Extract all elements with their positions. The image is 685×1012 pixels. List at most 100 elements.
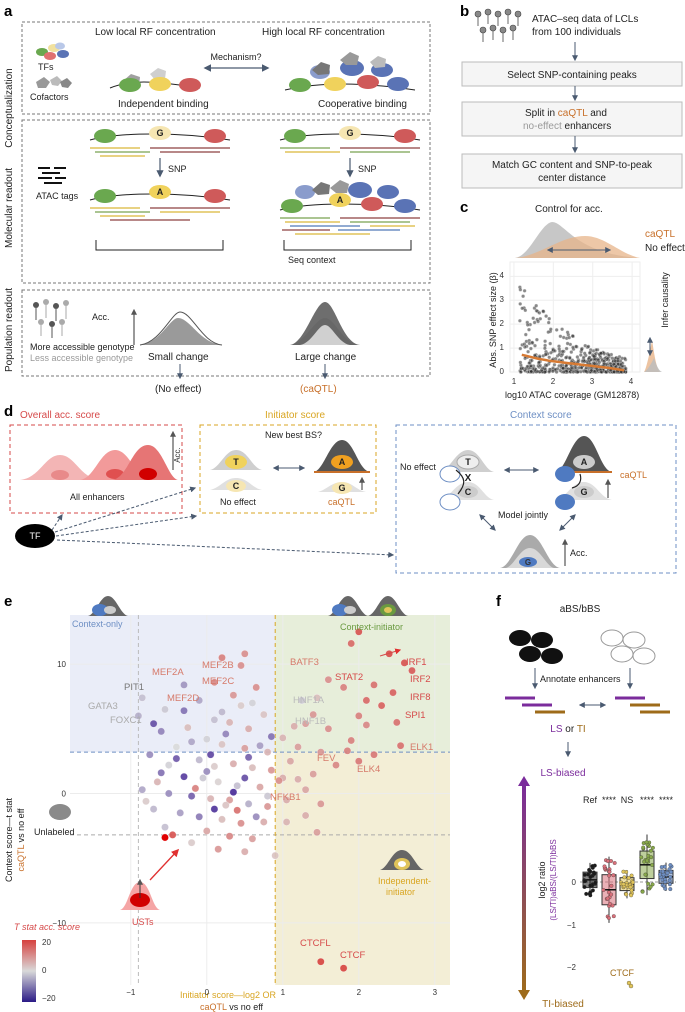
f-point-1-7 xyxy=(607,873,612,878)
ls-ti-bars-left xyxy=(505,696,565,714)
c-point-341 xyxy=(575,370,580,374)
f-ctcf-point-2 xyxy=(628,983,634,989)
e-xlabel-vs: vs no eff xyxy=(227,1002,264,1012)
annotate-label: Annotate enhancers xyxy=(540,674,621,684)
e-point-91 xyxy=(214,845,222,853)
panel-a-label: a xyxy=(4,3,13,20)
panel-b-label: b xyxy=(460,3,469,20)
legend-noeff: No effect xyxy=(645,243,685,254)
panel-f-title: aBS/bBS xyxy=(560,604,601,615)
f-point-2-15 xyxy=(622,875,627,880)
allele-a-initiator: A xyxy=(339,457,346,467)
tf-label-mef2d: MEF2D xyxy=(167,693,199,704)
context-initiator-icon xyxy=(328,596,408,616)
c-point-439 xyxy=(522,342,527,346)
f-point-2-21 xyxy=(621,882,626,887)
left-ref-allele-graphic: G xyxy=(89,126,231,157)
f-point-1-21 xyxy=(607,869,612,874)
c-point-353 xyxy=(526,349,530,354)
e-point-34 xyxy=(290,722,298,731)
tf-label-mef2a: MEF2A xyxy=(152,667,184,678)
c-point-483 xyxy=(612,369,616,374)
sig-2: NS xyxy=(621,795,634,805)
allele-g-initiator: G xyxy=(338,483,345,493)
e-point-18 xyxy=(347,736,355,745)
e-point-23 xyxy=(332,761,340,769)
e-point-102 xyxy=(256,741,264,750)
allele-t-initiator: T xyxy=(233,457,239,467)
tf-labels: MEF2A MEF2B MEF2C MEF2D PIT1 GATA3 FOXC1… xyxy=(88,657,433,961)
e-point-64 xyxy=(229,760,238,768)
c-point-417 xyxy=(537,360,541,365)
abs-mice-icon xyxy=(509,630,563,664)
c-point-393 xyxy=(541,309,546,314)
e-point-68 xyxy=(180,772,188,781)
e-point-7 xyxy=(324,675,333,684)
c-point-339 xyxy=(623,366,628,371)
c-point-326 xyxy=(552,362,557,367)
e-point-48 xyxy=(134,712,143,720)
c-point-421 xyxy=(518,360,523,365)
f-point-3-20 xyxy=(641,845,646,850)
c-point-511 xyxy=(570,334,575,338)
tf-label-pit1: PIT1 xyxy=(124,682,144,693)
e-xtick-3: 2 xyxy=(357,988,362,997)
e-point-15 xyxy=(301,719,310,728)
c-point-507 xyxy=(592,354,597,359)
e-point-73 xyxy=(138,785,146,794)
context-title: Context score xyxy=(510,410,572,421)
allele-g-acc: G xyxy=(525,558,531,567)
c-point-378 xyxy=(579,347,584,352)
c-point-381 xyxy=(560,349,565,354)
sig-1: **** xyxy=(602,795,617,805)
cbar-tick-20: 20 xyxy=(42,938,51,947)
model-arrow-left xyxy=(479,514,496,531)
side-density-noeff xyxy=(644,358,662,372)
f-point-4-24 xyxy=(663,879,668,884)
seq-context-label: Seq context xyxy=(288,255,336,265)
unlabeled-label: Unlabeled xyxy=(34,827,75,837)
e-point-63 xyxy=(210,762,219,771)
e-point-46 xyxy=(138,694,146,702)
f-point-4-19 xyxy=(668,887,673,892)
e-point-41 xyxy=(237,661,245,670)
e-point-10 xyxy=(377,701,386,710)
panel-b-title-2: from 100 individuals xyxy=(532,27,621,38)
c-point-457 xyxy=(565,341,570,346)
f-point-1-13 xyxy=(611,873,616,878)
c-point-365 xyxy=(599,351,603,356)
e-point-44 xyxy=(252,683,260,692)
e-point-11 xyxy=(355,712,363,720)
initiator-noeff-label: No effect xyxy=(220,497,256,507)
f-point-2-19 xyxy=(629,873,634,878)
e-point-112 xyxy=(195,696,203,705)
c-point-96 xyxy=(543,339,547,344)
f-point-4-14 xyxy=(667,882,672,887)
right-alt-allele-graphic: A xyxy=(279,180,421,235)
f-ylabel-1: log2 ratio xyxy=(537,861,547,898)
panel-c-xlabel: log10 ATAC coverage (GM12878) xyxy=(505,390,639,400)
c-point-262 xyxy=(531,316,536,321)
c-ytick-3: 3 xyxy=(500,295,505,304)
c-point-492 xyxy=(529,369,534,374)
tf-label-spi1: SPI1 xyxy=(405,710,426,721)
e-point-108 xyxy=(275,776,283,785)
e-ylabel-1: Context score—t stat xyxy=(4,797,14,882)
c-point-167 xyxy=(557,347,562,351)
usts-label: USTs xyxy=(132,917,154,927)
c-ytick-4: 4 xyxy=(500,271,505,280)
f-point-0-12 xyxy=(588,875,593,879)
allele-t-context: T xyxy=(465,457,471,467)
e-point-78 xyxy=(244,800,253,808)
c-point-281 xyxy=(554,370,559,374)
acc-label-a: Acc. xyxy=(92,312,110,322)
context-initiator-region xyxy=(275,615,450,753)
c-point-280 xyxy=(583,343,588,348)
c-point-433 xyxy=(605,356,610,361)
e-point-53 xyxy=(260,710,268,719)
e-point-92 xyxy=(241,847,249,856)
e-point-42 xyxy=(210,678,219,687)
control-label: Control for acc. xyxy=(535,204,603,215)
c-point-324 xyxy=(533,343,537,348)
e-point-76 xyxy=(206,794,215,803)
